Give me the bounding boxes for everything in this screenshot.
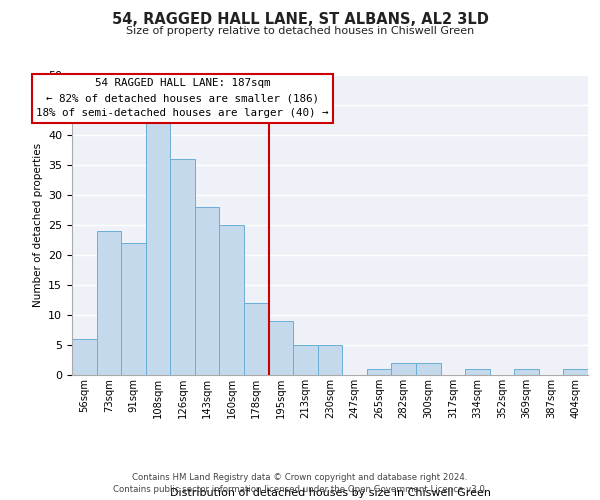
Bar <box>146 123 170 375</box>
Text: 54, RAGGED HALL LANE, ST ALBANS, AL2 3LD: 54, RAGGED HALL LANE, ST ALBANS, AL2 3LD <box>112 12 488 28</box>
Bar <box>72 339 97 375</box>
Bar <box>514 369 539 375</box>
Bar <box>391 363 416 375</box>
Y-axis label: Number of detached properties: Number of detached properties <box>32 143 43 307</box>
Bar <box>367 369 391 375</box>
Bar <box>195 207 220 375</box>
Bar <box>416 363 440 375</box>
Bar <box>318 345 342 375</box>
Bar <box>293 345 318 375</box>
Bar <box>220 225 244 375</box>
Bar <box>465 369 490 375</box>
Bar <box>121 243 146 375</box>
Bar <box>269 321 293 375</box>
Bar <box>244 303 269 375</box>
Bar <box>563 369 588 375</box>
Bar <box>170 159 195 375</box>
Bar <box>97 231 121 375</box>
Text: Contains HM Land Registry data © Crown copyright and database right 2024.
Contai: Contains HM Land Registry data © Crown c… <box>113 472 487 494</box>
Text: Size of property relative to detached houses in Chiswell Green: Size of property relative to detached ho… <box>126 26 474 36</box>
X-axis label: Distribution of detached houses by size in Chiswell Green: Distribution of detached houses by size … <box>170 488 491 498</box>
Text: 54 RAGGED HALL LANE: 187sqm
← 82% of detached houses are smaller (186)
18% of se: 54 RAGGED HALL LANE: 187sqm ← 82% of det… <box>37 78 329 118</box>
